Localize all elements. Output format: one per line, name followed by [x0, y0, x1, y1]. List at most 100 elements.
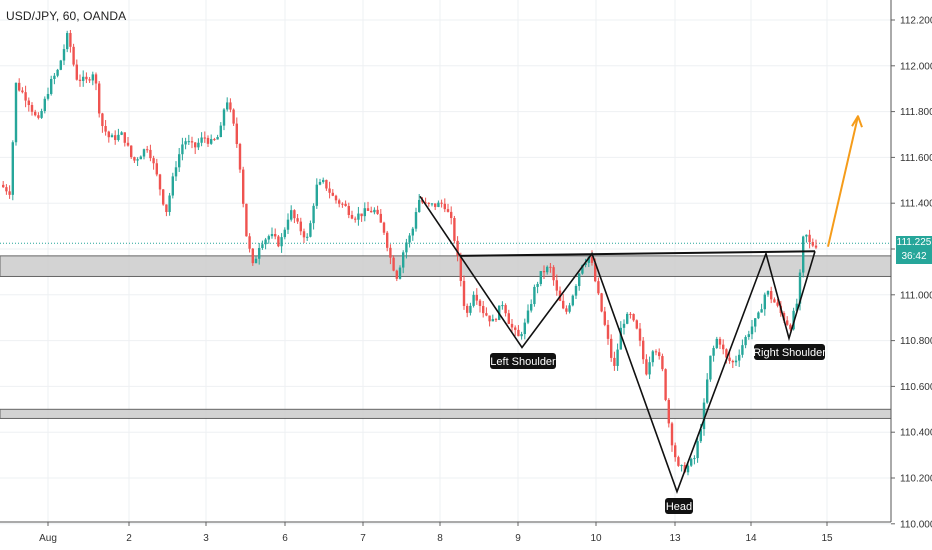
candle-body [517, 329, 520, 337]
candle-body [78, 79, 82, 81]
candle-body [267, 236, 270, 240]
candle-body [491, 319, 494, 322]
price-tick-label: 112.200 [900, 16, 932, 27]
candle-body [533, 286, 536, 305]
candle-body [658, 352, 661, 357]
candle-body [469, 305, 472, 313]
candle-body [763, 294, 766, 310]
neckline [459, 250, 816, 257]
candle-body [152, 158, 155, 164]
candle-body [731, 360, 734, 363]
candle-body [542, 271, 546, 273]
candle-body [373, 209, 376, 213]
candle-body [565, 308, 568, 312]
candle-body [587, 256, 590, 263]
candle-body [750, 326, 754, 335]
candle-body [309, 223, 312, 237]
candle-body [219, 125, 222, 138]
candle-body [699, 429, 702, 442]
support-resistance-zones [0, 255, 892, 419]
candle-body [222, 109, 226, 126]
candle-body [2, 184, 5, 188]
candle-body [766, 291, 770, 295]
candle-body [18, 82, 21, 91]
price-axis: 110.000 110.200 110.400 110.600 110.800 111.0… [890, 0, 932, 530]
candle-body [110, 135, 114, 138]
time-tick-label: 10 [590, 533, 602, 544]
candle-body [69, 33, 72, 47]
candle-body [453, 218, 456, 241]
time-tick-label: 9 [515, 533, 521, 544]
candle-body [133, 157, 136, 161]
candle-body [171, 176, 174, 196]
candle-body [66, 33, 69, 50]
candle-body [82, 76, 85, 81]
candle-body [606, 324, 610, 339]
candle-body [424, 202, 427, 204]
candle-body [430, 203, 434, 205]
pattern-label-box [754, 344, 825, 360]
candle-body [654, 351, 658, 353]
candle-body [670, 423, 674, 446]
candle-body [283, 229, 286, 238]
time-tick-label: 13 [669, 533, 681, 544]
pattern-label: Right Shoulder [753, 347, 826, 359]
candle-body [264, 239, 267, 245]
candle-body [395, 270, 398, 279]
candle-body [555, 280, 558, 291]
candle-body [635, 320, 638, 329]
candle-body [619, 327, 622, 350]
candle-body [155, 163, 158, 175]
time-axis: Aug 2 3 6 7 8 9 10 13 14 15 [0, 521, 891, 544]
candle-body [808, 234, 811, 243]
candle-body [482, 305, 485, 314]
price-tick-label: 111.400 [900, 199, 932, 210]
candle-body [546, 266, 549, 273]
candle-body [632, 314, 635, 321]
pattern-zigzag-line [419, 195, 816, 495]
candle-body [130, 145, 133, 158]
candle-body [293, 210, 296, 219]
candle-body [245, 203, 248, 237]
time-tick-label: Aug [39, 533, 57, 544]
candle-body [693, 458, 696, 460]
candle-body [325, 179, 328, 189]
candle-body [184, 141, 187, 145]
candle-body [718, 338, 722, 345]
candle-body [770, 291, 773, 300]
candle-body [530, 304, 533, 311]
candle-body [53, 75, 56, 79]
candle-body [226, 102, 229, 110]
candle-body [30, 105, 34, 112]
candle-body [270, 233, 274, 237]
candle-body [370, 210, 373, 213]
candle-body [744, 336, 747, 346]
candle-body [94, 74, 98, 84]
time-tick-label: 2 [126, 533, 132, 544]
candle-body [206, 137, 210, 144]
candle-body [539, 271, 542, 284]
candle-body [427, 202, 430, 204]
candle-body [504, 305, 507, 314]
candle-body [27, 100, 30, 106]
candle-body [248, 236, 251, 249]
candle-body [571, 295, 574, 306]
candle-body [402, 252, 405, 268]
candle-body [437, 202, 440, 207]
candle-body [603, 311, 606, 325]
candle-body [738, 354, 741, 361]
price-tick-label: 111.600 [900, 153, 932, 164]
candle-body [11, 142, 14, 195]
candle-body [274, 233, 277, 237]
time-tick-label: 7 [360, 533, 366, 544]
candle-body [142, 149, 146, 157]
candle-body [485, 313, 488, 316]
candle-body [456, 240, 459, 256]
candle-body [194, 142, 197, 148]
candle-body [280, 237, 283, 247]
candle-body [802, 236, 805, 273]
time-tick-label: 14 [745, 533, 757, 544]
price-tick-label: 110.600 [900, 382, 932, 393]
candle-body [754, 318, 757, 327]
